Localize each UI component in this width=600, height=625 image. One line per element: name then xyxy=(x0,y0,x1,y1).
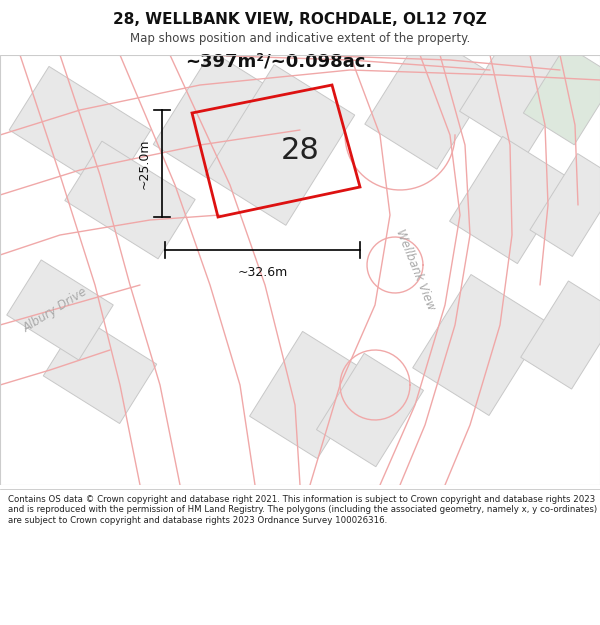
Polygon shape xyxy=(65,141,195,259)
Text: Albury Drive: Albury Drive xyxy=(20,285,89,335)
Polygon shape xyxy=(153,51,267,179)
Text: 28, WELLBANK VIEW, ROCHDALE, OL12 7QZ: 28, WELLBANK VIEW, ROCHDALE, OL12 7QZ xyxy=(113,12,487,27)
Polygon shape xyxy=(7,260,113,360)
Polygon shape xyxy=(523,45,600,145)
Text: Contains OS data © Crown copyright and database right 2021. This information is : Contains OS data © Crown copyright and d… xyxy=(8,495,597,524)
Polygon shape xyxy=(521,281,600,389)
Text: ~25.0m: ~25.0m xyxy=(137,138,151,189)
Polygon shape xyxy=(530,154,600,256)
Text: ~32.6m: ~32.6m xyxy=(238,266,287,279)
Text: Wellbank View: Wellbank View xyxy=(393,228,437,312)
Text: Map shows position and indicative extent of the property.: Map shows position and indicative extent… xyxy=(130,32,470,45)
Polygon shape xyxy=(460,26,580,154)
Text: ~397m²/~0.098ac.: ~397m²/~0.098ac. xyxy=(185,52,372,70)
Polygon shape xyxy=(413,274,547,416)
Polygon shape xyxy=(449,136,571,264)
Text: 28: 28 xyxy=(281,136,320,165)
Polygon shape xyxy=(9,66,151,194)
Polygon shape xyxy=(316,353,424,467)
Polygon shape xyxy=(205,65,355,225)
Polygon shape xyxy=(250,331,370,459)
Polygon shape xyxy=(43,316,157,424)
Polygon shape xyxy=(365,31,495,169)
